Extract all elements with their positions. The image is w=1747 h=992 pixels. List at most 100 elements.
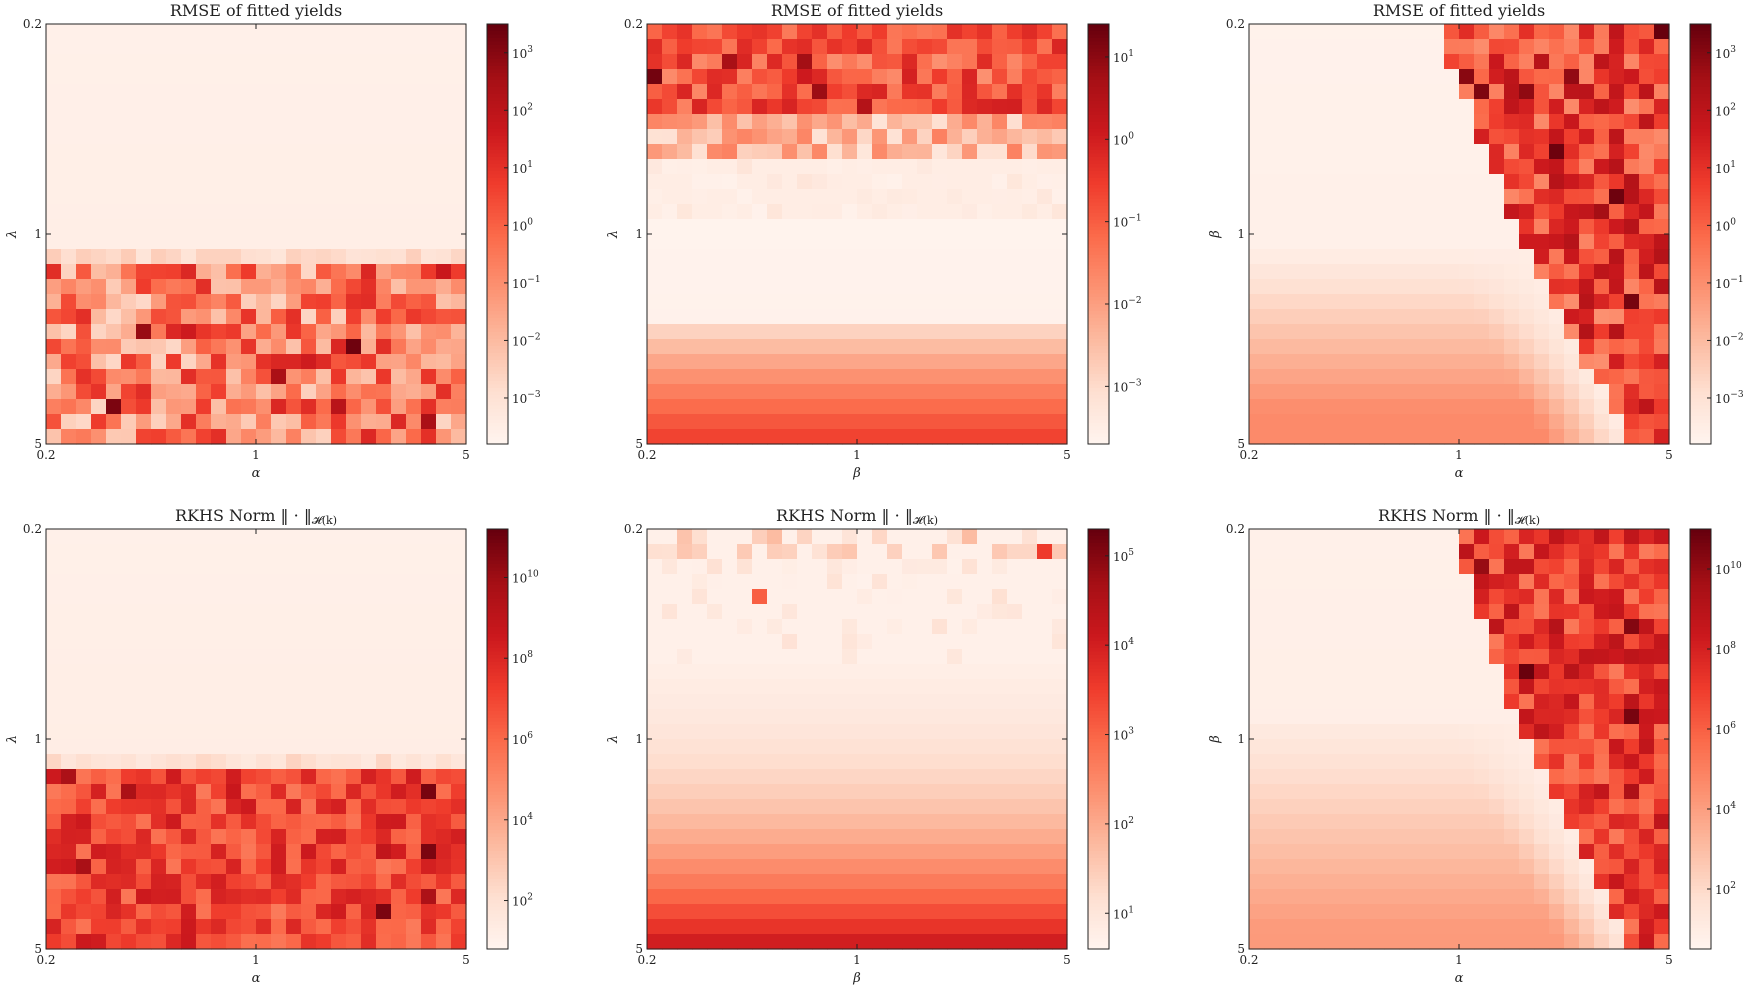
colorbar-segment	[487, 28, 508, 32]
heatmap-cell	[256, 354, 272, 370]
heatmap-cell	[947, 264, 963, 280]
heatmap-cell	[436, 859, 452, 875]
heatmap-cell	[1549, 204, 1565, 220]
heatmap-cell	[406, 174, 422, 190]
colorbar-segment	[487, 101, 508, 105]
heatmap-cell	[301, 664, 317, 680]
heatmap-cell	[842, 99, 858, 115]
heatmap-cell	[211, 634, 227, 650]
heatmap-cell	[752, 784, 768, 800]
heatmap-cell	[1309, 679, 1325, 695]
heatmap-cell	[1294, 619, 1310, 635]
heatmap-cell	[1399, 324, 1415, 340]
heatmap-cell	[166, 814, 182, 830]
heatmap-cell	[887, 309, 903, 325]
heatmap-cell	[1007, 324, 1023, 340]
heatmap-cell	[1639, 429, 1655, 445]
heatmap-cell	[647, 559, 663, 575]
heatmap-cell	[211, 279, 227, 295]
heatmap-cell	[136, 799, 152, 815]
heatmap-cell	[737, 934, 753, 950]
heatmap-cell	[842, 664, 858, 680]
heatmap-cell	[406, 159, 422, 175]
heatmap-cell	[286, 574, 302, 590]
heatmap-cell	[61, 784, 77, 800]
heatmap-cell	[812, 934, 828, 950]
heatmap-cell	[647, 159, 663, 175]
heatmap-cell	[1339, 649, 1355, 665]
heatmap-cell	[1519, 384, 1535, 400]
heatmap-cell	[286, 129, 302, 145]
heatmap-cell	[827, 24, 843, 40]
heatmap-cell	[181, 189, 197, 205]
heatmap-cell	[1564, 114, 1580, 130]
heatmap-cell	[226, 294, 242, 310]
heatmap-cell	[1459, 649, 1475, 665]
heatmap-cell	[1534, 399, 1550, 415]
colorbar-segment	[1690, 339, 1711, 343]
heatmap-cell	[1324, 634, 1340, 650]
heatmap-cell	[421, 739, 437, 755]
colorbar-segment	[1088, 809, 1109, 813]
heatmap-cell	[286, 679, 302, 695]
heatmap-cell	[692, 24, 708, 40]
colorbar-segment	[1088, 84, 1109, 88]
heatmap-cell	[151, 934, 167, 950]
colorbar-segment	[1088, 561, 1109, 565]
heatmap-cell	[902, 784, 918, 800]
heatmap-cell	[1354, 309, 1370, 325]
heatmap-cell	[647, 234, 663, 250]
heatmap-cell	[1549, 559, 1565, 575]
heatmap-cell	[1504, 324, 1520, 340]
heatmap-cell	[1534, 339, 1550, 355]
heatmap-cell	[376, 84, 392, 100]
heatmap-cell	[61, 814, 77, 830]
heatmap-cell	[1519, 414, 1535, 430]
heatmap-cell	[1459, 84, 1475, 100]
heatmap-cell	[737, 69, 753, 85]
heatmap-cell	[947, 414, 963, 430]
heatmap-cell	[211, 769, 227, 785]
heatmap-cell	[797, 189, 813, 205]
heatmap-cell	[1249, 354, 1265, 370]
heatmap-cell	[1444, 279, 1460, 295]
heatmap-cell	[767, 369, 783, 385]
heatmap-cell	[677, 589, 693, 605]
heatmap-cell	[737, 189, 753, 205]
heatmap-cell	[451, 634, 467, 650]
heatmap-cell	[1007, 934, 1023, 950]
heatmap-cell	[91, 339, 107, 355]
heatmap-cell	[947, 619, 963, 635]
heatmap-cell	[346, 709, 362, 725]
heatmap-cell	[992, 399, 1008, 415]
heatmap-cell	[256, 54, 272, 70]
colorbar-segment	[487, 683, 508, 687]
heatmap-cell	[662, 129, 678, 145]
heatmap-cell	[647, 99, 663, 115]
heatmap-cell	[361, 189, 377, 205]
heatmap-cell	[1474, 589, 1490, 605]
heatmap-cell	[1037, 294, 1053, 310]
heatmap-cell	[316, 574, 332, 590]
heatmap-cell	[1489, 664, 1505, 680]
heatmap-cell	[842, 934, 858, 950]
heatmap-cell	[932, 429, 948, 445]
heatmap-cell	[106, 529, 122, 545]
heatmap-cell	[947, 339, 963, 355]
heatmap-cell	[782, 589, 798, 605]
heatmap-cell	[151, 204, 167, 220]
heatmap-cell	[256, 529, 272, 545]
heatmap-cell	[1249, 39, 1265, 55]
heatmap-cell	[782, 724, 798, 740]
heatmap-cell	[752, 249, 768, 265]
heatmap-cell	[91, 384, 107, 400]
heatmap-cell	[376, 559, 392, 575]
heatmap-cell	[662, 529, 678, 545]
heatmap-cell	[752, 204, 768, 220]
heatmap-cell	[1384, 529, 1400, 545]
heatmap-cell	[1279, 219, 1295, 235]
heatmap-cell	[196, 159, 212, 175]
heatmap-cell	[1624, 589, 1640, 605]
heatmap-cell	[722, 604, 738, 620]
heatmap-cell	[151, 99, 167, 115]
